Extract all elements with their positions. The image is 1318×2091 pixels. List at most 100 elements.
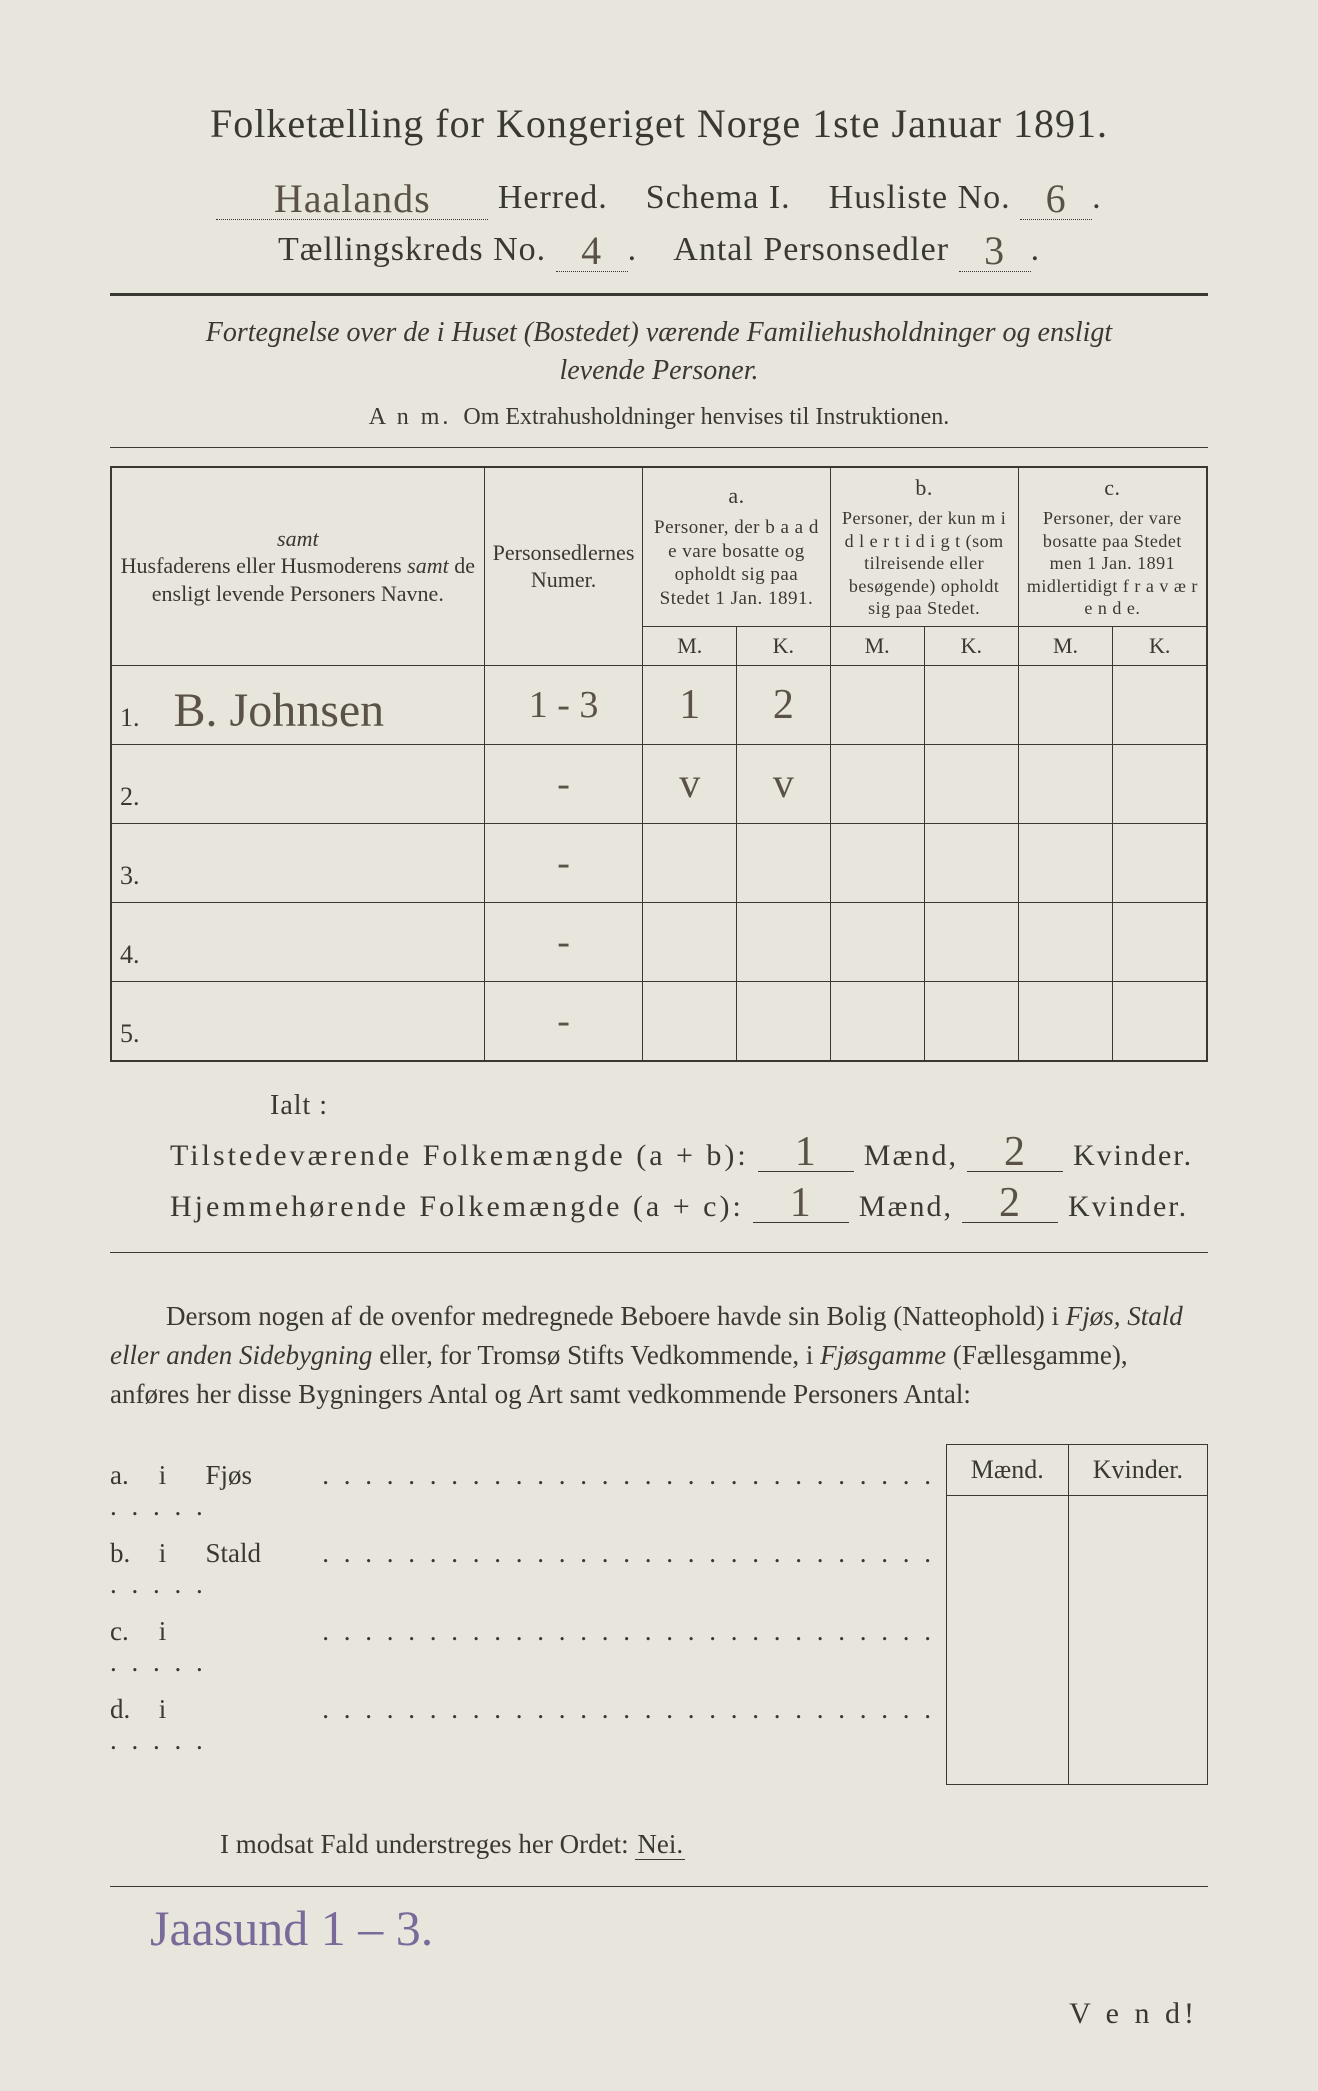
- antal-label: Antal Personsedler: [673, 231, 949, 268]
- tot-ab-m: 1: [758, 1134, 854, 1173]
- table-row: 5. -: [111, 981, 1207, 1061]
- b-k-cell: [924, 665, 1018, 744]
- group-a-text: Personer, der b a a d e vare bosatte og …: [651, 516, 821, 611]
- building-row: a. i Fjøs . . . . . . . . . . . . . . . …: [110, 1460, 936, 1522]
- divider-thin-2: [110, 1252, 1208, 1253]
- divider: [110, 293, 1208, 296]
- num-cell: -: [484, 902, 643, 981]
- a-m-cell: [643, 823, 737, 902]
- header-b-k: K.: [924, 626, 1018, 665]
- tot-ab-k: 2: [967, 1134, 1063, 1173]
- b-k-cell: [924, 744, 1018, 823]
- header-line-1: Haalands Herred. Schema I. Husliste No. …: [110, 175, 1208, 217]
- a-m-cell: v: [643, 744, 737, 823]
- header-b-m: M.: [830, 626, 924, 665]
- a-m-cell: [643, 981, 737, 1061]
- c-k-cell: [1113, 981, 1207, 1061]
- group-a-label: a.: [651, 482, 821, 510]
- header-a-m: M.: [643, 626, 737, 665]
- name-cell: 4.: [111, 902, 484, 981]
- totals-line-ac: Hjemmehørende Folkemængde (a + c): 1 Mæn…: [170, 1185, 1208, 1224]
- nei-line: I modsat Fald understreges her Ordet: Ne…: [220, 1829, 1208, 1860]
- build-cell: [1068, 1712, 1207, 1785]
- col-header-b: b. Personer, der kun m i d l e r t i d i…: [830, 467, 1018, 627]
- building-section: a. i Fjøs . . . . . . . . . . . . . . . …: [110, 1444, 1208, 1785]
- build-col-maend: Mænd.: [946, 1445, 1068, 1496]
- subtitle: Fortegnelse over de i Huset (Bostedet) v…: [170, 314, 1148, 390]
- name-cell: 1. B. Johnsen: [111, 665, 484, 744]
- group-b-text: Personer, der kun m i d l e r t i d i g …: [839, 507, 1010, 620]
- a-k-cell: 2: [737, 665, 830, 744]
- building-rows: a. i Fjøs . . . . . . . . . . . . . . . …: [110, 1444, 936, 1785]
- herred-label: Herred.: [498, 179, 608, 216]
- build-cell: [946, 1496, 1068, 1569]
- tot-ac-k: 2: [962, 1185, 1058, 1224]
- build-cell: [1068, 1640, 1207, 1712]
- table-row: 1. B. Johnsen 1 - 3 1 2: [111, 665, 1207, 744]
- num-cell: 1 - 3: [484, 665, 643, 744]
- col-header-c: c. Personer, der vare bosatte paa Stedet…: [1018, 467, 1207, 627]
- a-m-cell: 1: [643, 665, 737, 744]
- husliste-value: 6: [1020, 179, 1092, 220]
- a-k-cell: [737, 823, 830, 902]
- kreds-label: Tællingskreds No.: [278, 231, 546, 268]
- schema-label: Schema I.: [646, 179, 791, 216]
- anm-line: A n m. Om Extrahusholdninger henvises ti…: [110, 404, 1208, 431]
- herred-value: Haalands: [216, 179, 488, 220]
- num-cell: -: [484, 744, 643, 823]
- building-row: d. i . . . . . . . . . . . . . . . . . .…: [110, 1694, 936, 1756]
- maend-label-2: Mænd,: [859, 1190, 953, 1223]
- build-cell: [946, 1712, 1068, 1785]
- building-row: c. i . . . . . . . . . . . . . . . . . .…: [110, 1616, 936, 1678]
- vend-label: V e n d!: [110, 1997, 1208, 2031]
- b-m-cell: [830, 981, 924, 1061]
- table-row: 2. - v v: [111, 744, 1207, 823]
- totals-line-ab: Tilstedeværende Folkemængde (a + b): 1 M…: [170, 1134, 1208, 1173]
- b-k-cell: [924, 981, 1018, 1061]
- col-header-a: a. Personer, der b a a d e vare bosatte …: [643, 467, 830, 627]
- num-cell: -: [484, 823, 643, 902]
- c-m-cell: [1018, 744, 1113, 823]
- num-cell: -: [484, 981, 643, 1061]
- build-cell: [1068, 1496, 1207, 1569]
- divider-thin-3: [110, 1886, 1208, 1887]
- table-row: 4. -: [111, 902, 1207, 981]
- anm-prefix: A n m.: [369, 404, 452, 430]
- census-form-page: Folketælling for Kongeriget Norge 1ste J…: [0, 0, 1318, 2091]
- tot-ac-m: 1: [753, 1185, 849, 1224]
- b-m-cell: [830, 902, 924, 981]
- kvinder-label: Kvinder.: [1073, 1139, 1193, 1172]
- table-row: 3. -: [111, 823, 1207, 902]
- main-census-table: samt Husfaderens eller Husmoderens samt …: [110, 466, 1208, 1062]
- maend-label: Mænd,: [864, 1139, 958, 1172]
- husliste-label: Husliste No.: [829, 179, 1011, 216]
- a-k-cell: [737, 902, 830, 981]
- antal-value: 3: [959, 231, 1031, 272]
- col-header-name: samt Husfaderens eller Husmoderens samt …: [111, 467, 484, 666]
- group-c-text: Personer, der vare bosatte paa Stedet me…: [1027, 507, 1198, 620]
- c-k-cell: [1113, 665, 1207, 744]
- building-row: b. i Stald . . . . . . . . . . . . . . .…: [110, 1538, 936, 1600]
- b-m-cell: [830, 823, 924, 902]
- header-line-2: Tællingskreds No. 4. Antal Personsedler …: [110, 227, 1208, 269]
- c-m-cell: [1018, 665, 1113, 744]
- build-cell: [1068, 1568, 1207, 1640]
- a-k-cell: v: [737, 744, 830, 823]
- b-k-cell: [924, 902, 1018, 981]
- name-cell: 5.: [111, 981, 484, 1061]
- c-m-cell: [1018, 823, 1113, 902]
- header-c-k: K.: [1113, 626, 1207, 665]
- a-m-cell: [643, 902, 737, 981]
- group-b-label: b.: [839, 474, 1010, 502]
- b-k-cell: [924, 823, 1018, 902]
- c-m-cell: [1018, 902, 1113, 981]
- ialt-label: Ialt :: [270, 1090, 1208, 1122]
- nei-text: I modsat Fald understreges her Ordet:: [220, 1829, 629, 1859]
- c-k-cell: [1113, 744, 1207, 823]
- tot-ab-label: Tilstedeværende Folkemængde (a + b):: [170, 1139, 749, 1172]
- b-m-cell: [830, 665, 924, 744]
- paragraph: Dersom nogen af de ovenfor medregnede Be…: [110, 1297, 1208, 1414]
- build-col-kvinder: Kvinder.: [1068, 1445, 1207, 1496]
- divider-thin: [110, 447, 1208, 448]
- group-c-label: c.: [1027, 474, 1198, 502]
